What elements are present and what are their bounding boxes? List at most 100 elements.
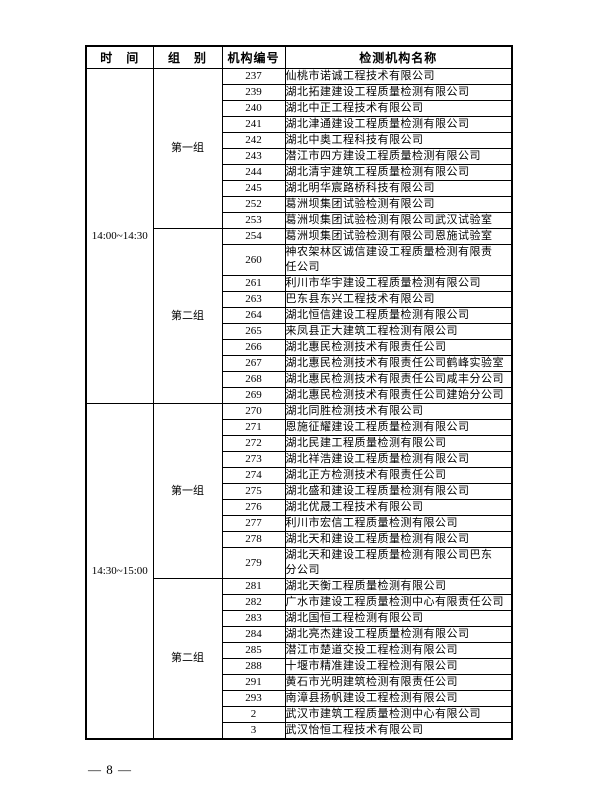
org-number-cell: 253 <box>221 212 286 229</box>
column-header-group: 组 别 <box>152 45 223 69</box>
table-row: 274 湖北正方检测技术有限责任公司 <box>86 467 513 484</box>
table-row: 271 恩施征耀建设工程质量检测有限公司 <box>86 419 513 436</box>
time-cell: 14:00~14:30 <box>85 68 154 404</box>
org-name-cell: 巴东县东兴工程技术有限公司 <box>284 291 513 308</box>
org-number-cell: 243 <box>221 148 286 165</box>
org-number-cell: 283 <box>221 610 286 627</box>
org-name-cell: 湖北民建工程质量检测有限公司 <box>284 435 513 452</box>
org-number-cell: 278 <box>221 531 286 548</box>
org-name-cell: 湖北天和建设工程质量检测有限公司巴东 分公司 <box>284 547 513 579</box>
table-row: 277 利川市宏信工程质量检测有限公司 <box>86 515 513 532</box>
table-body: 14:00~14:30 第一组 237 仙桃市诺诚工程技术有限公司 239 湖北拓建建设工… <box>85 68 513 740</box>
org-number-cell: 241 <box>221 116 286 133</box>
org-number-cell: 2 <box>221 706 286 723</box>
org-number-cell: 273 <box>221 451 286 468</box>
org-name-cell: 湖北优晟工程技术有限公司 <box>284 499 513 516</box>
org-name-cell: 湖北天衡工程质量检测有限公司 <box>284 578 513 595</box>
table-row: 260 神农架林区诚信建设工程质量检测有限责 任公司 <box>86 244 513 276</box>
table-row: 285 潜江市楚道交投工程检测有限公司 <box>86 642 513 659</box>
table-row: 243 潜江市四方建设工程质量检测有限公司 <box>86 148 513 165</box>
column-header-org-name: 检测机构名称 <box>284 45 513 69</box>
org-number-cell: 244 <box>221 164 286 181</box>
org-name-cell: 湖北亮杰建设工程质量检测有限公司 <box>284 626 513 643</box>
org-name-cell: 湖北天和建设工程质量检测有限公司 <box>284 531 513 548</box>
org-name-cell: 湖北惠民检测技术有限责任公司 <box>284 339 513 356</box>
org-name-cell: 仙桃市诺诚工程技术有限公司 <box>284 68 513 85</box>
org-number-cell: 272 <box>221 435 286 452</box>
org-number-cell: 279 <box>221 547 286 579</box>
org-name-cell: 湖北津通建设工程质量检测有限公司 <box>284 116 513 133</box>
org-name-cell: 湖北明华宸路桥科技有限公司 <box>284 180 513 197</box>
org-number-cell: 240 <box>221 100 286 117</box>
org-number-cell: 267 <box>221 355 286 372</box>
org-name-cell: 武汉怡恒工程技术有限公司 <box>284 722 513 740</box>
table-row: 266 湖北惠民检测技术有限责任公司 <box>86 339 513 356</box>
org-number-cell: 3 <box>221 722 286 740</box>
org-number-cell: 265 <box>221 323 286 340</box>
org-number-cell: 293 <box>221 690 286 707</box>
org-name-cell: 广水市建设工程质量检测中心有限责任公司 <box>284 594 513 611</box>
org-name-cell: 湖北正方检测技术有限责任公司 <box>284 467 513 484</box>
org-number-cell: 237 <box>221 68 286 85</box>
org-number-cell: 282 <box>221 594 286 611</box>
org-name-cell: 湖北中正工程技术有限公司 <box>284 100 513 117</box>
table-row: 276 湖北优晟工程技术有限公司 <box>86 499 513 516</box>
org-name-cell: 湖北祥浩建设工程质量检测有限公司 <box>284 451 513 468</box>
org-number-cell: 281 <box>221 578 286 595</box>
table-row: 240 湖北中正工程技术有限公司 <box>86 100 513 117</box>
org-number-cell: 261 <box>221 275 286 292</box>
org-number-cell: 242 <box>221 132 286 149</box>
org-name-cell: 湖北盛和建设工程质量检测有限公司 <box>284 483 513 500</box>
org-number-cell: 285 <box>221 642 286 659</box>
org-name-cell: 武汉市建筑工程质量检测中心有限公司 <box>284 706 513 723</box>
time-cell: 14:30~15:00 <box>85 403 154 740</box>
table-row: 245 湖北明华宸路桥科技有限公司 <box>86 180 513 197</box>
table-row: 14:00~14:30 第一组 237 仙桃市诺诚工程技术有限公司 <box>85 68 513 404</box>
org-number-cell: 263 <box>221 291 286 308</box>
table-row: 265 来凤县正大建筑工程检测有限公司 <box>86 323 513 340</box>
org-number-cell: 266 <box>221 339 286 356</box>
org-number-cell: 284 <box>221 626 286 643</box>
org-name-cell: 来凤县正大建筑工程检测有限公司 <box>284 323 513 340</box>
org-number-cell: 268 <box>221 371 286 388</box>
schedule-table: 时 间 组 别 机构编号 检测机构名称 14:00~14:30 第一组 237 仙桃市… <box>85 45 513 740</box>
org-number-cell: 275 <box>221 483 286 500</box>
org-name-cell: 黄石市光明建筑检测有限责任公司 <box>284 674 513 691</box>
org-number-cell: 276 <box>221 499 286 516</box>
org-name-cell: 恩施征耀建设工程质量检测有限公司 <box>284 419 513 436</box>
group-cell: 第一组 <box>152 403 223 579</box>
org-number-cell: 271 <box>221 419 286 436</box>
table-header-row: 时 间 组 别 机构编号 检测机构名称 <box>85 45 513 69</box>
table-row: 14:30~15:00 第一组 270 湖北同胜检测技术有限公司 <box>85 403 513 740</box>
org-number-cell: 274 <box>221 467 286 484</box>
org-name-cell: 湖北清宇建筑工程质量检测有限公司 <box>284 164 513 181</box>
org-name-cell: 湖北同胜检测技术有限公司 <box>284 403 513 420</box>
org-number-cell: 270 <box>221 403 286 420</box>
org-number-cell: 254 <box>221 228 286 245</box>
org-number-cell: 260 <box>221 244 286 276</box>
org-name-cell: 潜江市四方建设工程质量检测有限公司 <box>284 148 513 165</box>
group-cell: 第二组 <box>152 578 223 740</box>
org-number-cell: 239 <box>221 84 286 101</box>
org-name-cell: 潜江市楚道交投工程检测有限公司 <box>284 642 513 659</box>
table-row: 253 葛洲坝集团试验检测有限公司武汉试验室 <box>86 212 513 229</box>
org-name-cell: 湖北惠民检测技术有限责任公司建始分公司 <box>284 387 513 404</box>
org-number-cell: 252 <box>221 196 286 213</box>
column-header-time: 时 间 <box>85 45 154 69</box>
org-name-cell: 湖北惠民检测技术有限责任公司咸丰分公司 <box>284 371 513 388</box>
org-number-cell: 264 <box>221 307 286 324</box>
table-row: 268 湖北惠民检测技术有限责任公司咸丰分公司 <box>86 371 513 388</box>
table-row: 252 葛洲坝集团试验检测有限公司 <box>86 196 513 213</box>
org-name-cell: 利川市华宇建设工程质量检测有限公司 <box>284 275 513 292</box>
group-cell: 第二组 <box>152 228 223 404</box>
table-row: 3 武汉怡恒工程技术有限公司 <box>86 722 513 740</box>
table-row: 284 湖北亮杰建设工程质量检测有限公司 <box>86 626 513 643</box>
org-name-cell: 葛洲坝集团试验检测有限公司恩施试验室 <box>284 228 513 245</box>
group-cell: 第一组 <box>152 68 223 229</box>
table-row: 241 湖北津通建设工程质量检测有限公司 <box>86 116 513 133</box>
table-row: 273 湖北祥浩建设工程质量检测有限公司 <box>86 451 513 468</box>
org-number-cell: 288 <box>221 658 286 675</box>
org-name-cell: 湖北惠民检测技术有限责任公司鹤峰实验室 <box>284 355 513 372</box>
org-name-cell: 葛洲坝集团试验检测有限公司武汉试验室 <box>284 212 513 229</box>
org-number-cell: 269 <box>221 387 286 404</box>
